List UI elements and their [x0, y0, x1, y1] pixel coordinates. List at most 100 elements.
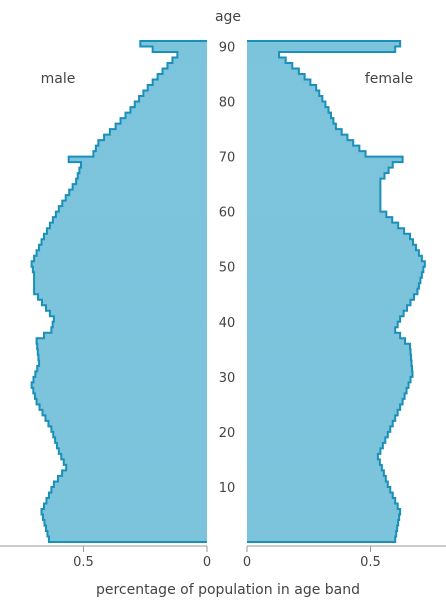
female-outline [247, 40, 426, 543]
female-bar-age-47 [247, 277, 421, 284]
male-bar-age-1 [47, 530, 207, 537]
male-bar-age-57 [49, 222, 207, 229]
female-bar-age-54 [247, 239, 413, 246]
male-bar-age-16 [58, 448, 207, 455]
male-bar-age-80 [139, 96, 207, 102]
male-bar-age-45 [34, 288, 207, 295]
female-bar-age-19 [247, 431, 388, 438]
male-bar-age-13 [66, 464, 208, 471]
male-bar-age-23 [42, 409, 207, 416]
female-bar-age-15 [247, 453, 378, 460]
x-axes: 00.511.500.511.5 [0, 545, 446, 570]
male-bar-age-66 [77, 173, 208, 179]
female-bar-age-3 [247, 519, 399, 526]
female-bar-age-30 [247, 371, 413, 378]
female-bar-age-39 [247, 321, 398, 328]
female-bar-age-12 [247, 470, 384, 477]
age-tick-label: 50 [219, 261, 236, 276]
female-bars [247, 40, 426, 543]
male-bar-age-37 [43, 332, 208, 339]
male-bar-age-47 [34, 277, 207, 284]
male-bar-age-77 [125, 112, 207, 119]
age-tick-label: 10 [219, 481, 236, 496]
female-bar-age-81 [247, 90, 320, 97]
female-bar-age-11 [247, 475, 386, 482]
female-bar-age-0 [247, 536, 396, 543]
female-bar-age-29 [247, 376, 411, 383]
age-tick-label: 40 [219, 316, 236, 331]
female-bar-age-31 [247, 365, 412, 372]
female-bar-age-62 [247, 195, 381, 201]
male-bar-age-28 [31, 382, 207, 389]
male-bar-age-5 [41, 508, 208, 515]
male-bar-age-33 [38, 354, 207, 361]
female-bar-age-82 [247, 85, 317, 91]
male-bar-age-71 [95, 145, 207, 152]
male-x-tick-label: 0.5 [73, 555, 94, 570]
male-bar-age-84 [157, 74, 207, 80]
male-bar-age-51 [34, 255, 207, 262]
male-bar-age-36 [36, 338, 207, 345]
female-bar-age-22 [247, 415, 396, 422]
male-bar-age-44 [38, 294, 207, 301]
female-bar-age-17 [247, 442, 383, 449]
male-label: male [41, 71, 76, 87]
female-bar-age-14 [247, 459, 380, 466]
female-bar-age-35 [247, 343, 411, 350]
y-axis-title: age [215, 9, 241, 25]
male-bar-age-10 [53, 481, 207, 488]
female-bar-age-78 [247, 107, 329, 113]
male-bar-age-22 [45, 415, 208, 422]
male-bar-age-41 [49, 310, 207, 317]
male-bar-age-61 [62, 200, 208, 207]
male-bar-age-20 [51, 426, 207, 433]
female-bar-age-68 [247, 162, 393, 168]
male-bar-age-90 [140, 41, 207, 47]
male-bar-age-30 [35, 371, 207, 378]
female-bar-age-65 [247, 178, 381, 185]
male-bar-age-21 [48, 420, 208, 427]
female-bar-age-72 [247, 140, 354, 146]
male-bar-age-19 [53, 431, 207, 438]
female-bar-age-79 [247, 101, 326, 108]
male-bar-age-48 [34, 272, 207, 279]
female-bar-age-69 [247, 156, 403, 163]
female-bar-age-40 [247, 316, 401, 323]
female-bar-age-70 [247, 151, 366, 157]
male-bar-age-15 [61, 453, 207, 460]
female-bar-age-50 [247, 261, 425, 268]
male-bar-age-40 [53, 316, 207, 323]
male-bar-age-3 [44, 519, 207, 526]
male-bar-age-0 [48, 536, 207, 543]
age-tick-label: 30 [219, 371, 236, 386]
male-bar-age-34 [37, 349, 207, 356]
female-bar-age-6 [247, 503, 398, 510]
female-bar-age-45 [247, 288, 418, 295]
male-x-tick-label: 0 [203, 555, 211, 570]
female-bar-age-8 [247, 492, 393, 499]
male-bar-age-29 [33, 376, 208, 383]
female-bar-age-27 [247, 387, 407, 394]
male-bar-age-24 [39, 404, 207, 411]
male-outline [30, 40, 207, 543]
female-bar-age-18 [247, 437, 386, 444]
female-bar-age-24 [247, 404, 401, 411]
male-bar-age-6 [43, 503, 208, 510]
male-bars [30, 40, 208, 543]
female-bar-age-9 [247, 486, 391, 493]
male-bar-age-17 [56, 442, 208, 449]
female-bar-age-67 [247, 167, 389, 174]
female-bar-age-73 [247, 134, 348, 141]
male-bar-age-12 [62, 470, 208, 477]
female-bar-age-61 [247, 200, 381, 207]
female-bar-age-49 [247, 266, 424, 273]
female-bar-age-34 [247, 349, 411, 356]
female-bar-age-60 [247, 206, 381, 212]
male-bar-age-11 [57, 475, 208, 482]
female-bar-age-66 [247, 173, 385, 179]
male-bar-age-63 [69, 189, 207, 196]
female-bar-age-4 [247, 514, 400, 521]
male-bar-age-32 [39, 360, 207, 367]
male-bar-age-43 [42, 299, 207, 306]
